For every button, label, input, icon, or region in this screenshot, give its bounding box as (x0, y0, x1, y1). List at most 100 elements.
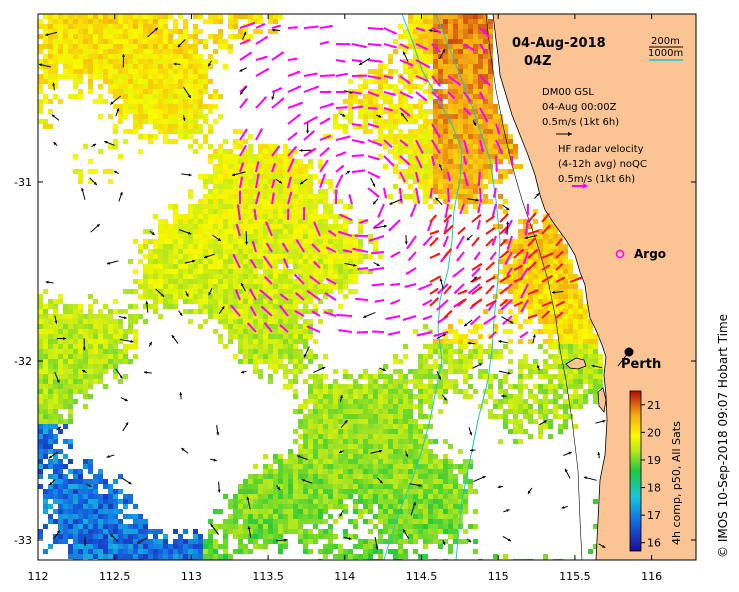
sst-pixel (423, 159, 428, 164)
sst-pixel (198, 129, 203, 134)
sst-pixel (468, 194, 473, 199)
sst-pixel (108, 39, 113, 44)
sst-pixel (123, 289, 128, 294)
sst-pixel (283, 374, 288, 379)
sst-pixel (338, 279, 343, 284)
sst-pixel (213, 229, 218, 234)
sst-pixel (268, 464, 273, 469)
sst-pixel (73, 69, 78, 74)
sst-pixel (328, 184, 333, 189)
sst-pixel (298, 419, 303, 424)
sst-pixel (498, 384, 503, 389)
sst-pixel (203, 69, 208, 74)
sst-pixel (178, 229, 183, 234)
sst-pixel (173, 249, 178, 254)
sst-pixel (503, 414, 508, 419)
sst-pixel (393, 474, 398, 479)
sst-pixel (63, 494, 68, 499)
sst-pixel (533, 254, 538, 259)
sst-pixel (168, 69, 173, 74)
sst-pixel (328, 259, 333, 264)
sst-pixel (48, 494, 53, 499)
sst-pixel (293, 279, 298, 284)
sst-pixel (383, 464, 388, 469)
sst-pixel (223, 139, 228, 144)
sst-pixel (268, 284, 273, 289)
sst-pixel (458, 179, 463, 184)
sst-pixel (578, 404, 583, 409)
sst-pixel (63, 389, 68, 394)
sst-pixel (253, 174, 258, 179)
sst-pixel (103, 49, 108, 54)
sst-pixel (178, 74, 183, 79)
sst-pixel (158, 69, 163, 74)
sst-pixel (408, 154, 413, 159)
sst-pixel (338, 264, 343, 269)
sst-pixel (228, 169, 233, 174)
sst-pixel (388, 374, 393, 379)
sst-pixel (48, 444, 53, 449)
sst-pixel (558, 414, 563, 419)
sst-pixel (183, 64, 188, 69)
sst-pixel (428, 14, 433, 19)
sst-pixel (188, 289, 193, 294)
sst-pixel (448, 69, 453, 74)
sst-pixel (368, 489, 373, 494)
sst-pixel (208, 284, 213, 289)
sst-pixel (408, 64, 413, 69)
sst-pixel (578, 334, 583, 339)
sst-pixel (563, 409, 568, 414)
sst-pixel (143, 119, 148, 124)
sst-pixel (428, 44, 433, 49)
sst-pixel (338, 284, 343, 289)
sst-pixel (558, 234, 563, 239)
sst-pixel (548, 319, 553, 324)
sst-pixel (353, 399, 358, 404)
sst-pixel (268, 239, 273, 244)
sst-pixel (463, 374, 468, 379)
sst-pixel (513, 384, 518, 389)
sst-pixel (108, 64, 113, 69)
sst-pixel (403, 399, 408, 404)
sst-pixel (458, 359, 463, 364)
sst-pixel (553, 264, 558, 269)
sst-pixel (453, 69, 458, 74)
sst-pixel (273, 324, 278, 329)
sst-pixel (348, 279, 353, 284)
sst-pixel (353, 484, 358, 489)
sst-pixel (53, 79, 58, 84)
sst-pixel (78, 89, 83, 94)
sst-pixel (68, 499, 73, 504)
sst-pixel (398, 159, 403, 164)
sst-pixel (318, 459, 323, 464)
sst-pixel (108, 354, 113, 359)
sst-pixel (313, 399, 318, 404)
sst-pixel (443, 454, 448, 459)
sst-pixel (563, 244, 568, 249)
sst-pixel (408, 59, 413, 64)
sst-pixel (538, 294, 543, 299)
sst-pixel (113, 84, 118, 89)
sst-pixel (428, 179, 433, 184)
sst-pixel (328, 494, 333, 499)
sst-pixel (433, 114, 438, 119)
sst-pixel (368, 424, 373, 429)
sst-pixel (268, 319, 273, 324)
sst-pixel (128, 499, 133, 504)
sst-pixel (443, 189, 448, 194)
sst-pixel (358, 109, 363, 114)
sst-pixel (118, 309, 123, 314)
sst-pixel (528, 304, 533, 309)
sst-pixel (308, 479, 313, 484)
sst-pixel (333, 399, 338, 404)
sst-pixel (413, 159, 418, 164)
sst-pixel (233, 189, 238, 194)
sst-pixel (88, 369, 93, 374)
sst-pixel (48, 44, 53, 49)
sst-pixel (248, 144, 253, 149)
sst-pixel (63, 374, 68, 379)
sst-pixel (433, 344, 438, 349)
sst-pixel (113, 139, 118, 144)
sst-pixel (108, 59, 113, 64)
sst-pixel (373, 414, 378, 419)
